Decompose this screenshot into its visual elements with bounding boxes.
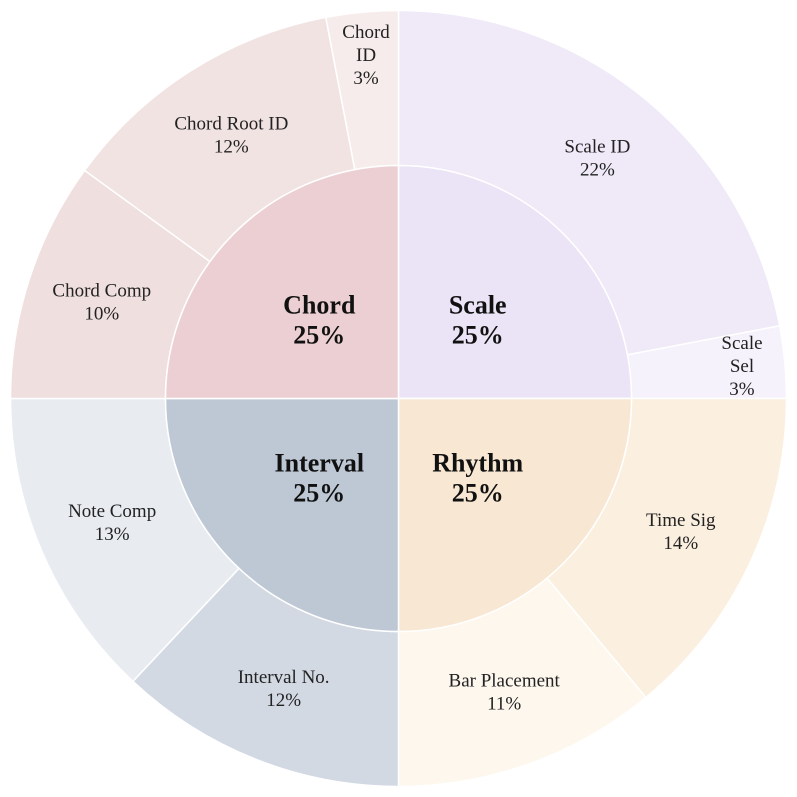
outer-label-time-sig: Time Sig 14% (646, 510, 716, 554)
outer-label-chord-id: Chord ID 3% (342, 22, 390, 89)
outer-label-interval-no: Interval No. 12% (238, 667, 330, 711)
outer-label-note-comp: Note Comp 13% (68, 501, 156, 545)
outer-label-chord-root-id: Chord Root ID 12% (174, 114, 288, 158)
inner-slice-scale (397, 164, 633, 400)
outer-label-chord-comp: Chord Comp 10% (52, 281, 151, 325)
inner-slice-rhythm (397, 397, 633, 633)
inner-slice-chord (164, 164, 400, 400)
inner-label-rhythm: Rhythm 25% (432, 449, 523, 508)
inner-label-scale: Scale 25% (449, 290, 507, 349)
inner-label-interval: Interval 25% (275, 449, 365, 508)
inner-label-chord: Chord 25% (283, 290, 356, 349)
outer-label-bar-placement: Bar Placement 11% (449, 671, 561, 715)
inner-slice-interval (164, 397, 400, 633)
outer-label-scale-sel: Scale Sel 3% (721, 333, 762, 400)
outer-label-scale-id: Scale ID 22% (564, 137, 630, 181)
